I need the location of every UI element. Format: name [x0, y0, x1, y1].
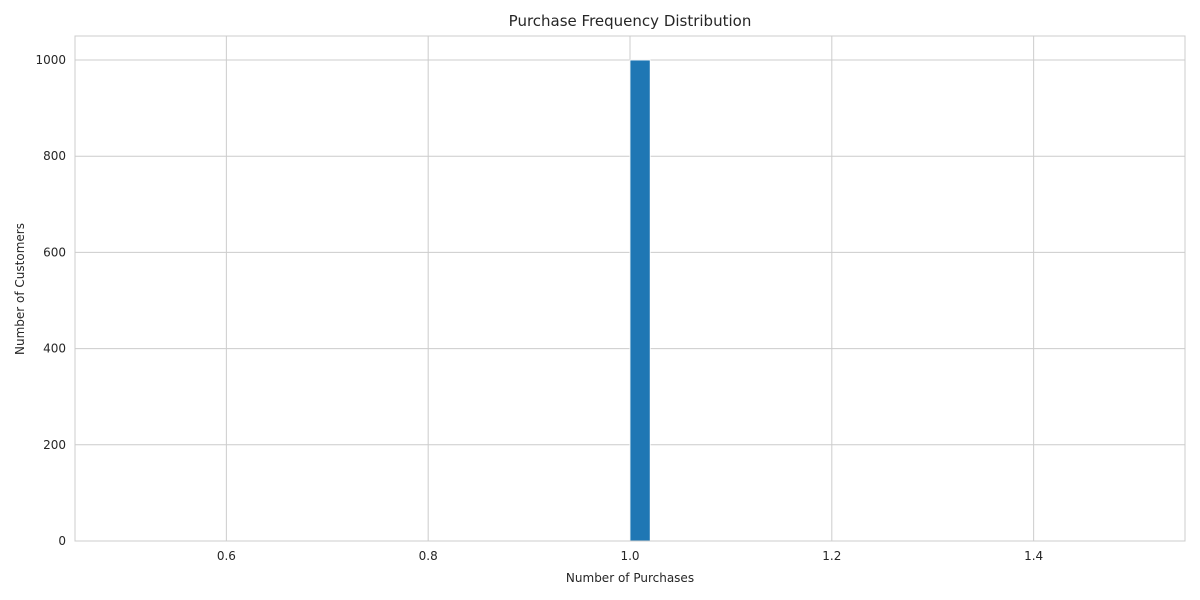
y-tick-label: 200: [43, 438, 66, 452]
y-tick-label: 800: [43, 149, 66, 163]
chart-title: Purchase Frequency Distribution: [509, 12, 752, 30]
x-tick-label: 0.8: [419, 549, 438, 563]
x-tick-label: 0.6: [217, 549, 236, 563]
histogram-bar: [629, 59, 651, 542]
x-tick-label: 1.0: [620, 549, 639, 563]
y-tick-label: 400: [43, 342, 66, 356]
y-tick-label: 0: [58, 534, 66, 548]
y-tick-label: 1000: [35, 53, 66, 67]
ticks-layer: 0.6 0.8 1.0 1.2 1.4 0 200 400 600 800 1000: [35, 53, 1043, 563]
y-axis-label: Number of Customers: [13, 223, 27, 355]
x-tick-label: 1.4: [1024, 549, 1043, 563]
plot-frame: [74, 35, 1186, 542]
x-axis-label: Number of Purchases: [566, 571, 694, 585]
y-tick-label: 600: [43, 245, 66, 259]
x-tick-label: 1.2: [822, 549, 841, 563]
bars-layer: [629, 59, 651, 542]
